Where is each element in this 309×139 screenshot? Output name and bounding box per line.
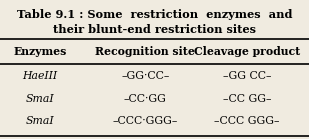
Text: Table 9.1 : Some  restriction  enzymes  and: Table 9.1 : Some restriction enzymes and <box>17 9 292 20</box>
Text: HaeIII: HaeIII <box>23 71 58 81</box>
Text: SmaI: SmaI <box>26 116 54 126</box>
Text: –CCC GGG–: –CCC GGG– <box>214 116 280 126</box>
Text: –GG·CC–: –GG·CC– <box>121 71 169 81</box>
Text: their blunt-end restriction sites: their blunt-end restriction sites <box>53 24 256 35</box>
Text: –CCC·GGG–: –CCC·GGG– <box>112 116 178 126</box>
Text: SmaI: SmaI <box>26 94 54 104</box>
Text: Enzymes: Enzymes <box>14 46 67 57</box>
Text: Recognition site: Recognition site <box>95 46 195 57</box>
Text: –CC GG–: –CC GG– <box>223 94 271 104</box>
Text: –GG CC–: –GG CC– <box>223 71 271 81</box>
Text: Cleavage product: Cleavage product <box>194 46 300 57</box>
Text: –CC·GG: –CC·GG <box>124 94 167 104</box>
